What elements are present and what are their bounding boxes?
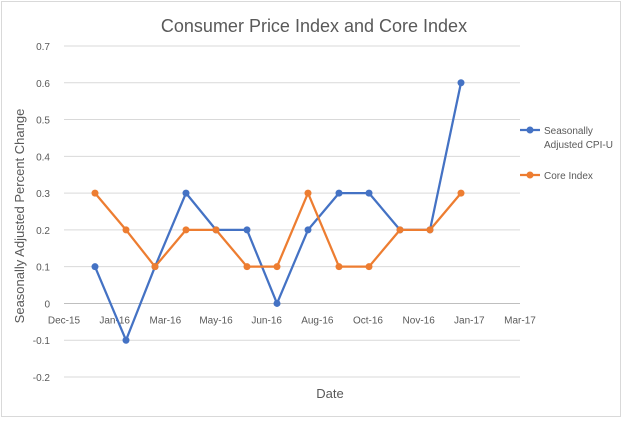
data-point (151, 263, 159, 271)
data-point (273, 263, 281, 271)
data-point (182, 226, 190, 234)
series-group (91, 79, 465, 344)
y-tick-label: -0.2 (33, 373, 51, 384)
x-tick-label: Nov-16 (403, 315, 436, 326)
data-point (335, 189, 343, 197)
data-point (122, 226, 130, 234)
x-tick-label: Mar-17 (504, 315, 536, 326)
gridlines (64, 45, 520, 378)
x-tick-label: May-16 (199, 315, 233, 326)
x-tick-label: Jan-16 (99, 315, 130, 326)
chart-title: Consumer Price Index and Core Index (161, 16, 467, 36)
data-point (122, 336, 130, 344)
data-point (304, 189, 312, 197)
y-tick-label: 0 (44, 299, 50, 310)
x-tick-label: Dec-15 (48, 315, 81, 326)
y-tick-label: 0.4 (36, 152, 50, 163)
y-tick-label: 0.6 (36, 79, 50, 90)
data-point (273, 299, 281, 307)
y-tick-label: 0.2 (36, 226, 50, 237)
data-point (304, 226, 312, 234)
y-tick-labels: 0.7 0.6 0.5 0.4 0.3 0.2 0.1 0 -0.1 -0.2 (33, 42, 51, 384)
x-tick-label: Mar-16 (149, 315, 181, 326)
y-tick-label: -0.1 (33, 336, 51, 347)
y-tick-label: 0.5 (36, 116, 50, 127)
data-point (365, 189, 373, 197)
data-point (91, 263, 99, 271)
legend-label: Adjusted CPI-U (544, 140, 613, 151)
legend-label: Core Index (544, 171, 593, 182)
data-point (243, 226, 251, 234)
legend-label: Seasonally (544, 126, 593, 137)
line-chart: Consumer Price Index and Core Index 0.70… (12, 16, 613, 401)
data-point (91, 189, 99, 197)
data-point (182, 189, 190, 197)
data-point (335, 263, 343, 271)
y-tick-label: 0.7 (36, 42, 50, 53)
data-point (365, 263, 373, 271)
x-tick-label: Jun-16 (251, 315, 282, 326)
data-point (243, 263, 251, 271)
data-point (457, 79, 465, 87)
x-tick-label: Oct-16 (353, 315, 383, 326)
legend-marker (526, 126, 534, 134)
x-tick-label: Aug-16 (301, 315, 334, 326)
y-axis-label: Seasonally Adjusted Percent Change (12, 109, 27, 324)
legend: Seasonally Adjusted CPI-U Core Index (520, 126, 613, 182)
data-point (457, 189, 465, 197)
data-point (212, 226, 220, 234)
y-tick-label: 0.3 (36, 189, 50, 200)
data-point (396, 226, 404, 234)
x-axis-label: Date (316, 386, 343, 401)
data-point (426, 226, 434, 234)
legend-marker (526, 171, 534, 179)
x-tick-label: Jan-17 (454, 315, 485, 326)
y-tick-label: 0.1 (36, 263, 50, 274)
x-tick-labels: Dec-15 Jan-16 Mar-16 May-16 Jun-16 Aug-16 Oct-… (48, 315, 536, 326)
